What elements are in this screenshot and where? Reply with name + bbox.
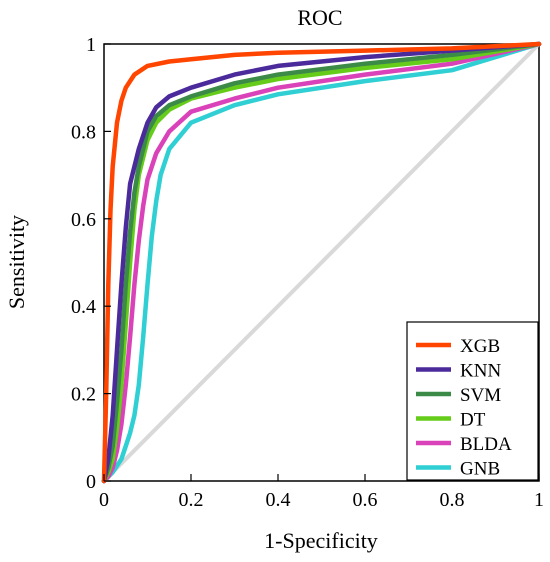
y-tick-label: 0.6 <box>71 209 96 231</box>
x-tick-label: 1 <box>534 489 544 511</box>
x-tick-label: 0.8 <box>440 489 465 511</box>
reference-diagonal-line <box>102 42 541 483</box>
tick-layer: 0 0.2 0.4 0.6 0.8 1 0 0.2 0.4 0.6 0.8 1 <box>71 34 544 511</box>
legend-label-dt: DT <box>460 410 486 431</box>
x-tick-label: 0.4 <box>266 489 291 511</box>
reference-line-layer <box>102 42 541 483</box>
x-tick-label: 0.6 <box>353 489 378 511</box>
legend-label-blda: BLDA <box>460 434 512 455</box>
x-tick-label: 0 <box>99 489 109 511</box>
chart-title: ROC <box>297 5 342 30</box>
series-line-xgb <box>101 41 542 484</box>
series-line-gnb <box>101 41 542 484</box>
y-tick-label: 0.2 <box>71 384 96 406</box>
series-line-blda <box>101 41 542 484</box>
legend-label-knn: KNN <box>460 361 501 382</box>
plot-area: 0 0.2 0.4 0.6 0.8 1 0 0.2 0.4 0.6 0.8 1 <box>71 34 544 511</box>
legend-label-gnb: GNB <box>460 459 500 480</box>
legend-items: XGB KNN SVM DT BLDA GNB <box>416 336 512 480</box>
y-tick-label: 0.4 <box>71 296 96 318</box>
legend-box <box>406 321 539 481</box>
y-tick-label: 0.8 <box>71 121 96 143</box>
legend: XGB KNN SVM DT BLDA GNB <box>406 321 539 481</box>
series-line-knn <box>101 41 542 484</box>
legend-label-xgb: XGB <box>460 336 500 357</box>
series-layer <box>101 41 542 484</box>
y-tick-label: 0 <box>86 471 96 493</box>
series-line-svm <box>101 41 542 484</box>
y-axis-label: Sensitivity <box>4 215 29 309</box>
x-axis-label: 1-Specificity <box>264 528 378 553</box>
x-tick-label: 0.2 <box>179 489 204 511</box>
y-tick-label: 1 <box>86 34 96 56</box>
legend-label-svm: SVM <box>460 385 501 406</box>
